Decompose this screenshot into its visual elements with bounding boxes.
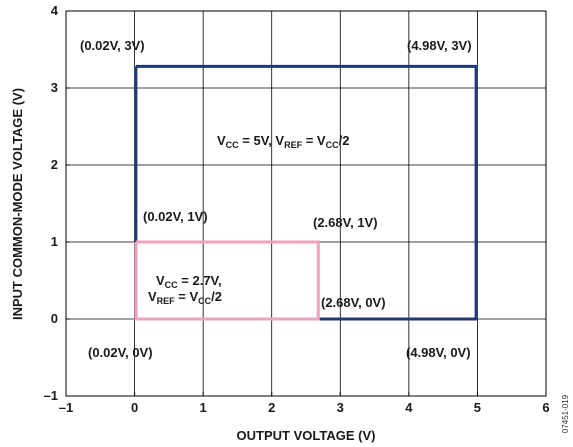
y-tick-label: 4 bbox=[51, 3, 59, 18]
region-label-2v7-line2: VREF = VCC/2 bbox=[148, 289, 222, 306]
y-tick-label: 0 bbox=[51, 311, 58, 326]
y-tick-label: 3 bbox=[51, 80, 58, 95]
tick-labels: –1 0 1 2 3 4 5 6 –1 0 1 2 3 4 bbox=[44, 3, 550, 415]
y-tick-label: –1 bbox=[44, 388, 58, 403]
axes bbox=[65, 10, 547, 397]
y-axis-title: INPUT COMMON-MODE VOLTAGE (V) bbox=[10, 88, 25, 320]
region-label-2v7-line1: VCC = 2.7V, bbox=[156, 273, 222, 290]
x-tick-label: 0 bbox=[131, 400, 138, 415]
annotations: (0.02V, 3V) (4.98V, 3V) (0.02V, 1V) (2.68V,… bbox=[80, 38, 472, 360]
region-label-5v: VCC = 5V, VREF = VCC/2 bbox=[217, 133, 349, 150]
figure-id: 07451-019 bbox=[561, 394, 570, 433]
grid bbox=[65, 10, 547, 397]
x-tick-label: 6 bbox=[542, 400, 549, 415]
point-annotation: (4.98V, 3V) bbox=[407, 38, 472, 53]
x-tick-label: –1 bbox=[59, 400, 73, 415]
point-annotation: (0.02V, 3V) bbox=[80, 38, 145, 53]
x-tick-label: 4 bbox=[405, 400, 413, 415]
plot-border bbox=[65, 10, 547, 397]
x-tick-label: 2 bbox=[268, 400, 275, 415]
point-annotation: (2.68V, 1V) bbox=[313, 215, 378, 230]
x-axis-title: OUTPUT VOLTAGE (V) bbox=[237, 428, 376, 443]
point-annotation: (4.98V, 0V) bbox=[406, 345, 471, 360]
x-tick-label: 3 bbox=[337, 400, 344, 415]
point-annotation: (2.68V, 0V) bbox=[321, 295, 386, 310]
point-annotation: (0.02V, 0V) bbox=[88, 345, 153, 360]
series-line-1 bbox=[134, 64, 478, 321]
series-group bbox=[134, 64, 478, 321]
series-line-2 bbox=[134, 240, 320, 321]
y-tick-label: 2 bbox=[51, 157, 58, 172]
y-tick-label: 1 bbox=[51, 234, 58, 249]
x-tick-label: 1 bbox=[200, 400, 207, 415]
x-tick-label: 5 bbox=[474, 400, 481, 415]
point-annotation: (0.02V, 1V) bbox=[143, 209, 208, 224]
